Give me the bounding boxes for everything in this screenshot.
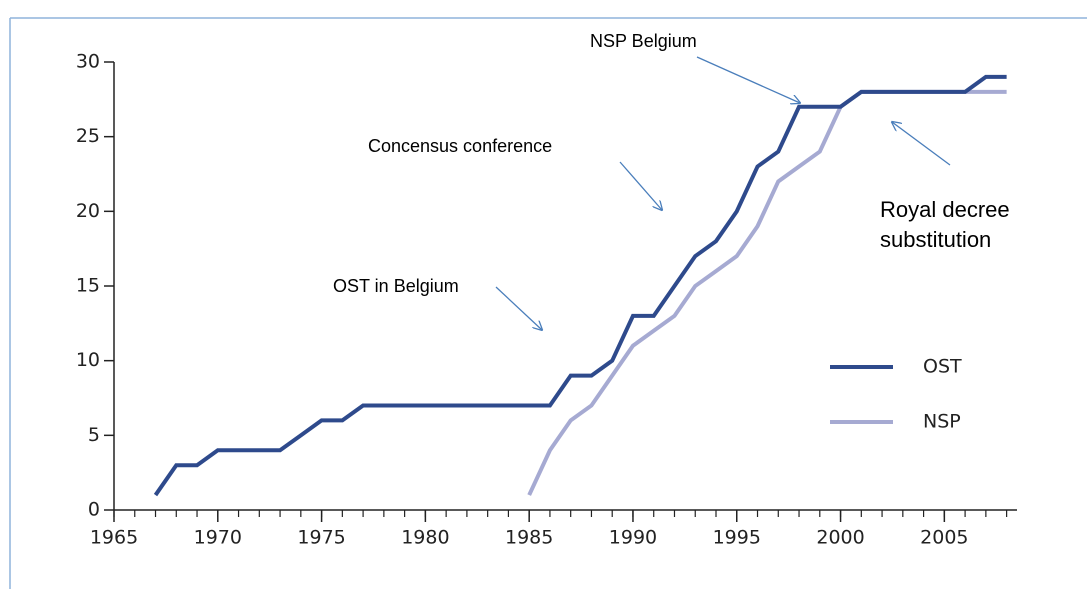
y-tick-label: 0 xyxy=(88,499,100,521)
annotation: OST in Belgium xyxy=(333,276,459,296)
y-tick-label: 20 xyxy=(76,200,100,222)
y-tick-label: 5 xyxy=(88,424,100,446)
y-tick-label: 15 xyxy=(76,275,100,297)
x-tick-label: 1965 xyxy=(90,527,138,549)
x-tick-label: 1975 xyxy=(297,527,345,549)
annotation-arrow xyxy=(892,122,951,166)
y-tick-label: 30 xyxy=(76,51,100,73)
annotation: Royal decree substitution xyxy=(880,197,1010,252)
y-tick-label: 10 xyxy=(76,349,100,371)
annotation: Concensus conference xyxy=(368,136,553,156)
annotation-arrow xyxy=(619,161,662,210)
x-tick-label: 1990 xyxy=(609,527,657,549)
annotation-arrow xyxy=(495,286,542,330)
legend-label: NSP xyxy=(923,411,961,433)
x-tick-label: 1985 xyxy=(505,527,553,549)
x-tick-label: 1995 xyxy=(713,527,761,549)
x-tick-label: 1970 xyxy=(194,527,242,549)
annotation-arrow xyxy=(696,56,800,103)
x-tick-label: 1980 xyxy=(401,527,449,549)
legend-label: OST xyxy=(923,356,962,378)
series-line xyxy=(153,74,1007,497)
x-tick-label: 2005 xyxy=(920,527,968,549)
annotation: NSP Belgium xyxy=(590,31,697,51)
x-tick-label: 2000 xyxy=(816,527,864,549)
y-tick-label: 25 xyxy=(76,125,100,147)
